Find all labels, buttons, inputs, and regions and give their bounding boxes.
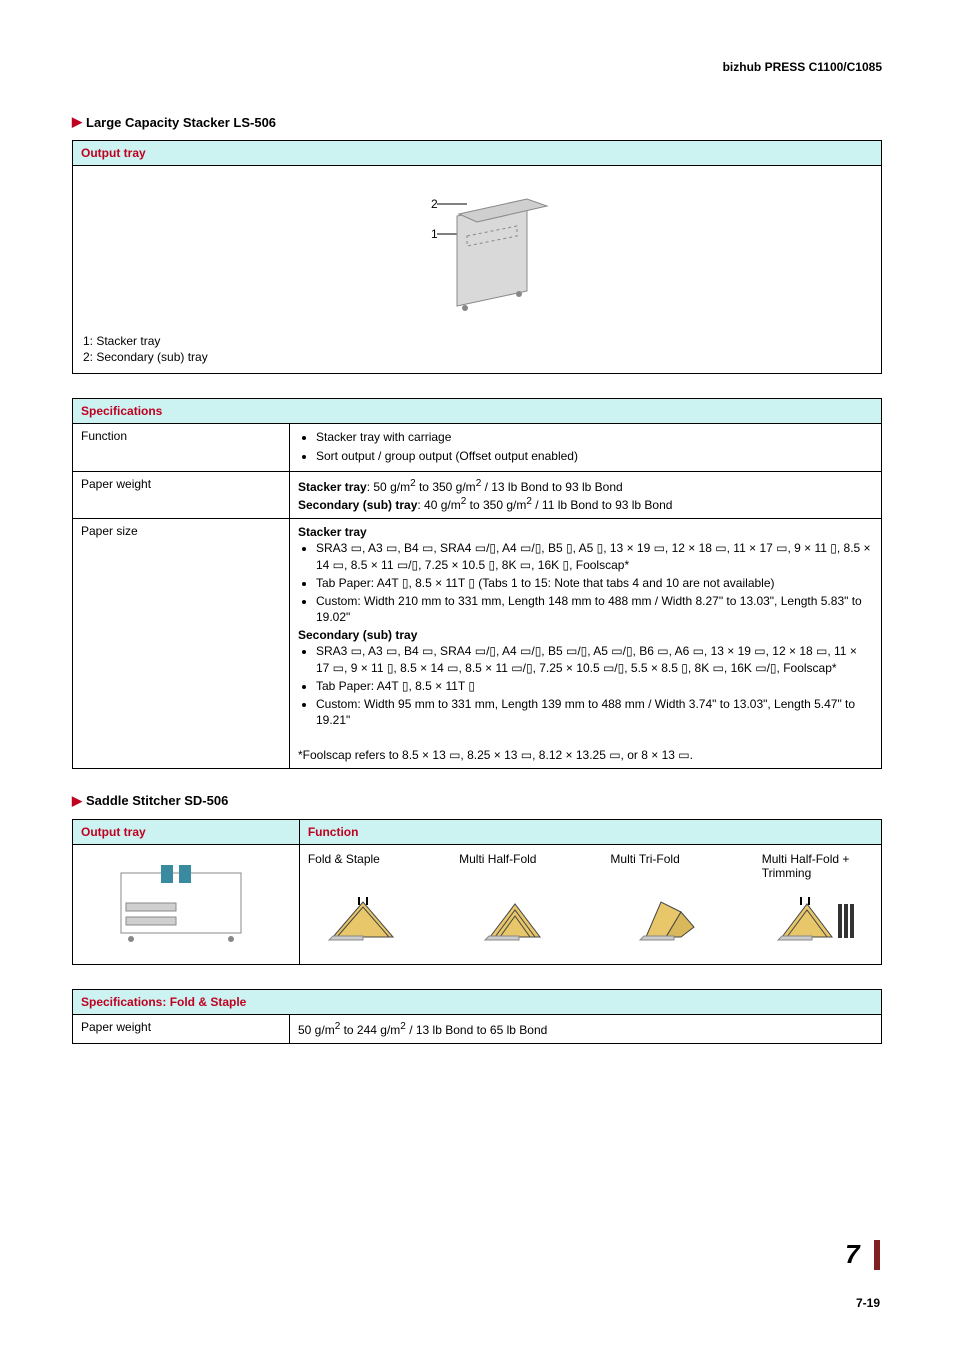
section1-heading: ▶ Large Capacity Stacker LS-506 [72, 114, 882, 130]
s2-t2: to 244 g/m [340, 1023, 400, 1037]
row-paper-weight-label: Paper weight [73, 471, 290, 518]
output-tray-table-sd506: Output tray Function [72, 819, 882, 965]
row-paper-size-label: Paper size [73, 519, 290, 769]
func-2: Multi Half-Fold [459, 852, 570, 880]
pw-t1: : 50 g/m [367, 480, 410, 494]
sd-output-tray-diagram [73, 844, 300, 964]
pw-strong-2: Secondary (sub) tray [298, 498, 417, 512]
specifications-table-ls506: Specifications Function Stacker tray wit… [72, 398, 882, 768]
chapter-number: 7 [845, 1239, 859, 1269]
section1-title: Large Capacity Stacker LS-506 [86, 115, 276, 130]
ps-b4: SRA3 ▭, A3 ▭, B4 ▭, SRA4 ▭/▯, A4 ▭/▯, B5… [316, 643, 873, 675]
output-tray-table-ls506: Output tray 2 1 [72, 140, 882, 374]
row-function-label: Function [73, 424, 290, 471]
pw-t2c: / 11 lb Bond to 93 lb Bond [532, 498, 673, 512]
pw-t2: : 40 g/m [417, 498, 460, 512]
func-4: Multi Half-Fold + Trimming [762, 852, 873, 880]
ps-b5: Tab Paper: A4T ▯, 8.5 × 11T ▯ [316, 678, 873, 694]
ps-h2: Secondary (sub) tray [298, 628, 417, 642]
diagram-cell: 2 1 1: [73, 166, 882, 374]
caption-line-2: 2: Secondary (sub) tray [83, 349, 871, 365]
s2-t1: 50 g/m [298, 1023, 335, 1037]
spec2-label: Paper weight [73, 1014, 290, 1043]
product-header: bizhub PRESS C1100/C1085 [72, 60, 882, 74]
output-tray-header: Output tray [73, 141, 882, 166]
s2-t3: / 13 lb Bond to 65 lb Bond [406, 1023, 547, 1037]
row-function-value: Stacker tray with carriage Sort output /… [290, 424, 882, 471]
func-1: Fold & Staple [308, 852, 419, 880]
ps-h1: Stacker tray [298, 525, 367, 539]
spec2-header: Specifications: Fold & Staple [73, 989, 882, 1014]
multi-half-fold-trim-icon [762, 892, 873, 945]
row-paper-size-value: Stacker tray SRA3 ▭, A3 ▭, B4 ▭, SRA4 ▭/… [290, 519, 882, 769]
caption-line-1: 1: Stacker tray [83, 333, 871, 349]
specs-header: Specifications [73, 399, 882, 424]
fold-staple-icon [308, 892, 419, 945]
section2-title: Saddle Stitcher SD-506 [86, 793, 228, 808]
pw-strong-1: Stacker tray [298, 480, 367, 494]
row-paper-weight-value: Stacker tray: 50 g/m2 to 350 g/m2 / 13 l… [290, 471, 882, 518]
output-tray-header-sd: Output tray [73, 819, 300, 844]
specifications-table-sd506: Specifications: Fold & Staple Paper weig… [72, 989, 882, 1044]
diagram-caption: 1: Stacker tray 2: Secondary (sub) tray [83, 333, 871, 365]
ps-b2: Tab Paper: A4T ▯, 8.5 × 11T ▯ (Tabs 1 to… [316, 575, 873, 591]
triangle-icon: ▶ [72, 793, 82, 809]
function-header-sd: Function [299, 819, 881, 844]
pw-t1c: / 13 lb Bond to 93 lb Bond [481, 480, 622, 494]
function-bullet-2: Sort output / group output (Offset outpu… [316, 448, 873, 464]
multi-half-fold-icon [459, 892, 570, 945]
pw-t1b: to 350 g/m [416, 480, 476, 494]
multi-tri-fold-icon [610, 892, 721, 945]
function-bullet-1: Stacker tray with carriage [316, 429, 873, 445]
stacker-diagram: 2 1 [83, 176, 871, 319]
ps-b3: Custom: Width 210 mm to 331 mm, Length 1… [316, 593, 873, 625]
ps-b6: Custom: Width 95 mm to 331 mm, Length 13… [316, 696, 873, 728]
page: bizhub PRESS C1100/C1085 ▶ Large Capacit… [0, 0, 954, 1350]
diagram-label-2: 2 [431, 197, 438, 211]
ps-footnote: *Foolscap refers to 8.5 × 13 ▭, 8.25 × 1… [298, 748, 693, 762]
func-3: Multi Tri-Fold [610, 852, 721, 880]
diagram-label-1: 1 [431, 227, 438, 241]
sd-function-cell: Fold & Staple Multi Half-Fold Multi Tri-… [299, 844, 881, 964]
chapter-bar [874, 1240, 880, 1270]
section2-heading: ▶ Saddle Stitcher SD-506 [72, 793, 882, 809]
triangle-icon: ▶ [72, 114, 82, 130]
ps-b1: SRA3 ▭, A3 ▭, B4 ▭, SRA4 ▭/▯, A4 ▭/▯, B5… [316, 540, 873, 572]
pw-t2b: to 350 g/m [466, 498, 526, 512]
chapter-tab: 7 [845, 1239, 880, 1270]
spec2-value: 50 g/m2 to 244 g/m2 / 13 lb Bond to 65 l… [290, 1014, 882, 1043]
page-number: 7-19 [856, 1296, 880, 1310]
